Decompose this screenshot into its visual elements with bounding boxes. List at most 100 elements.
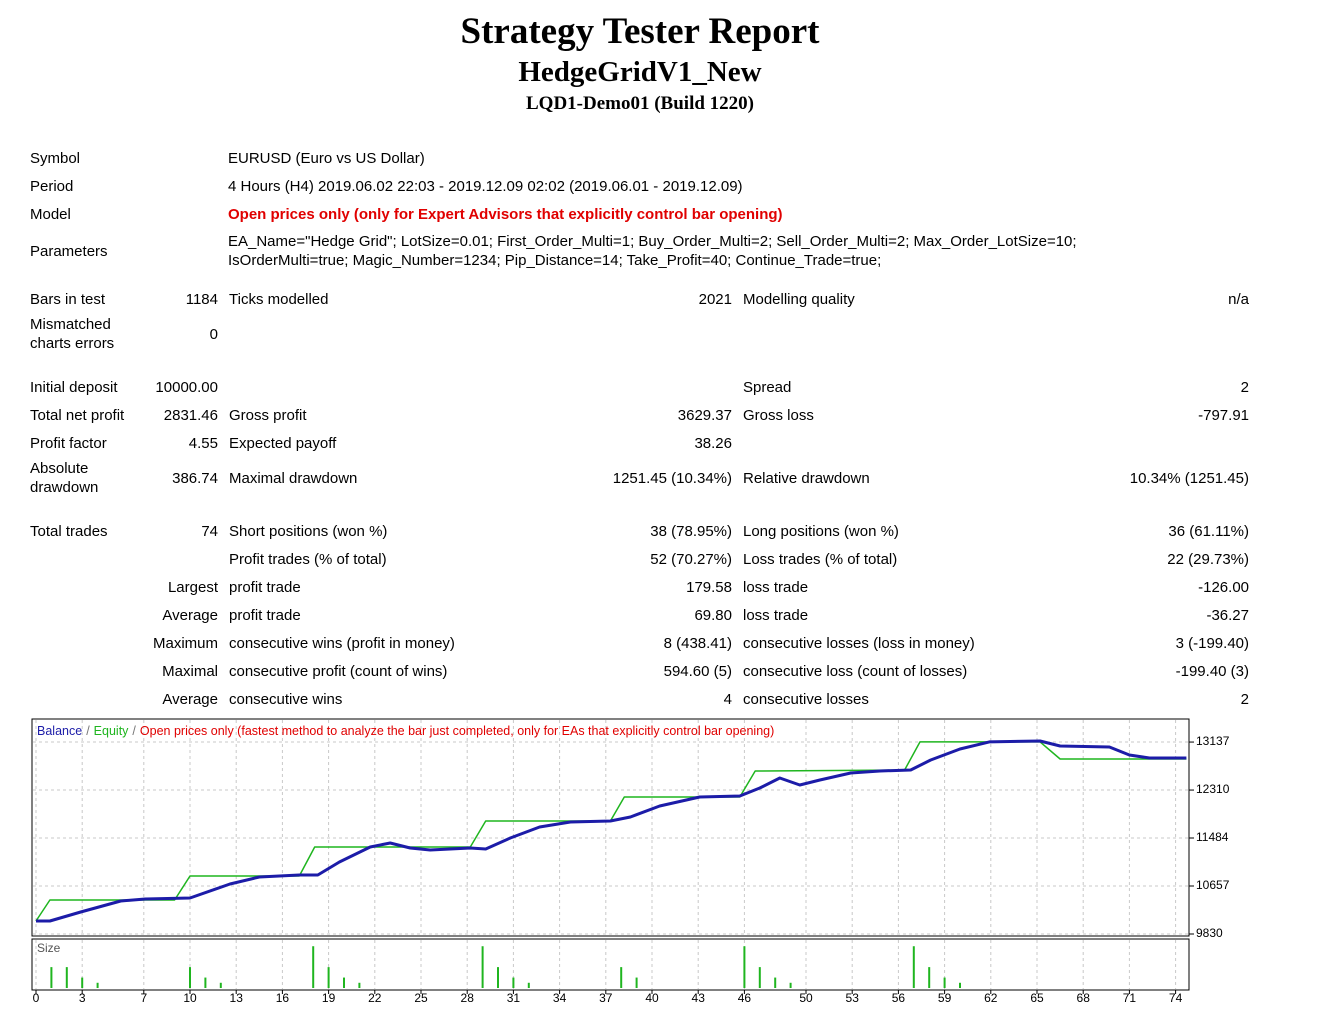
stat-label: Relative drawdown (743, 469, 870, 487)
stat-label: consecutive wins (profit in money) (229, 634, 455, 652)
stat-value: Largest (167, 578, 218, 596)
x-tick-label: 50 (799, 991, 813, 1005)
stat-value: 386.74 (172, 469, 218, 487)
info-value: 4 Hours (H4) 2019.06.02 22:03 - 2019.12.… (228, 177, 1260, 196)
info-row: Period 4 Hours (H4) 2019.06.02 22:03 - 20… (30, 172, 1260, 200)
info-row: Symbol EURUSD (Euro vs US Dollar) (30, 144, 1260, 172)
stat-value: 2 (1240, 378, 1249, 396)
stats-row: Mismatched charts errors 0 (30, 313, 1249, 355)
stat-value: 38 (78.95%) (650, 522, 732, 540)
x-tick-label: 43 (692, 991, 706, 1005)
chart-frame (31, 718, 1190, 937)
x-tick-label: 59 (938, 991, 952, 1005)
stat-label: profit trade (229, 606, 301, 624)
stat-value: Maximum (152, 634, 218, 652)
x-tick-label: 46 (738, 991, 752, 1005)
stats-row: Initial deposit 10000.00 Spread 2 (30, 373, 1249, 401)
stat-value: 69.80 (694, 606, 732, 624)
stat-value: -199.40 (3) (1175, 662, 1249, 680)
info-value-line: 4 Hours (H4) 2019.06.02 22:03 - 2019.12.… (228, 177, 743, 195)
build: LQD1-Demo01 (Build 1220) (526, 93, 754, 114)
stat-value: 3 (-199.40) (1175, 634, 1249, 652)
info-value: EA_Name="Hedge Grid"; LotSize=0.01; Firs… (228, 232, 1260, 270)
stat-value: 38.26 (694, 434, 732, 452)
x-tick-label: 13 (230, 991, 244, 1005)
stat-label: Absolute drawdown (30, 460, 99, 496)
stat-label: Long positions (won %) (743, 522, 899, 540)
x-tick-label: 31 (507, 991, 521, 1005)
stat-label: Short positions (won %) (229, 522, 388, 540)
info-value-line: EA_Name="Hedge Grid"; LotSize=0.01; Firs… (228, 233, 1077, 250)
stat-label: Modelling quality (743, 290, 855, 308)
info-row: Model Open prices only (only for Expert A… (30, 200, 1260, 228)
x-tick-label: 65 (1030, 991, 1044, 1005)
stat-label: Total trades (30, 522, 108, 540)
legend-separator: / (86, 724, 90, 738)
stat-value: 1251.45 (10.34%) (612, 469, 732, 487)
x-tick-label: 62 (984, 991, 998, 1005)
stat-value: 52 (70.27%) (650, 550, 732, 568)
stat-label: Total net profit (30, 406, 125, 424)
stats-row: Average profit trade 69.80 loss trade -36.27 (30, 601, 1249, 629)
stat-label: Expected payoff (229, 434, 337, 452)
stats-row: Largest profit trade 179.58 loss trade -126.… (30, 573, 1249, 601)
y-tick-label: 13137 (1196, 734, 1230, 748)
x-tick-label: 16 (276, 991, 290, 1005)
stat-value: 4.55 (188, 434, 218, 452)
stats-row: Average consecutive wins 4 consecutive loss… (30, 685, 1249, 713)
stat-label: Profit factor (30, 434, 107, 452)
stats-row: Profit factor 4.55 Expected payoff 38.26 (30, 429, 1249, 457)
stat-label: Gross loss (743, 406, 814, 424)
stat-value: -36.27 (1206, 606, 1249, 624)
stat-label: Mismatched charts errors (30, 316, 115, 352)
stat-value: 36 (61.11%) (1168, 522, 1249, 540)
legend-entry: Equity (94, 724, 129, 738)
stat-value: 0 (209, 325, 218, 343)
stats-row: Total net profit 2831.46 Gross profit 3629.… (30, 401, 1249, 429)
x-tick-label: 0 (33, 991, 40, 1005)
info-value-line: Open prices only (only for Expert Adviso… (228, 205, 783, 223)
stat-label: Loss trades (% of total) (743, 550, 898, 568)
stat-value: 10.34% (1251.45) (1129, 469, 1249, 487)
stat-label: consecutive profit (count of wins) (229, 662, 448, 680)
stat-label: loss trade (743, 606, 809, 624)
subtitle: HedgeGridV1_New (518, 56, 762, 88)
stats-row: Profit trades (% of total) 52 (70.27%) Los… (30, 545, 1249, 573)
y-tick-label: 11484 (1196, 830, 1229, 844)
info-label: Parameters (30, 242, 108, 260)
stat-value: Maximal (162, 662, 218, 680)
stat-label: consecutive wins (229, 690, 343, 708)
x-tick-label: 28 (461, 991, 475, 1005)
legend-note: Open prices only (fastest method to anal… (140, 724, 774, 738)
x-tick-label: 7 (140, 991, 147, 1005)
x-tick-label: 40 (645, 991, 659, 1005)
legend-entry: Balance (37, 724, 82, 738)
info-value-line: EURUSD (Euro vs US Dollar) (228, 149, 425, 167)
x-tick-label: 22 (368, 991, 382, 1005)
stat-label: Maximal drawdown (229, 469, 358, 487)
stats-row: Maximal consecutive profit (count of wins… (30, 657, 1249, 685)
stat-label: Gross profit (229, 406, 307, 424)
stat-value: 74 (201, 522, 218, 540)
stat-value: 179.58 (686, 578, 732, 596)
stat-value: Average (162, 690, 218, 708)
info-label: Period (30, 177, 74, 195)
stats-row: Maximum consecutive wins (profit in money… (30, 629, 1249, 657)
info-row: Parameters EA_Name="Hedge Grid"; LotSize=… (30, 228, 1260, 274)
x-tick-label: 74 (1169, 991, 1183, 1005)
stat-label: Initial deposit (30, 378, 118, 396)
stats-row: Absolute drawdown 386.74 Maximal drawdown 1… (30, 457, 1249, 499)
stats-row: Total trades 74 Short positions (won %) 38 … (30, 517, 1249, 545)
x-tick-label: 10 (183, 991, 197, 1005)
x-tick-label: 56 (892, 991, 906, 1005)
stat-value: n/a (1228, 290, 1249, 308)
stat-value: 2021 (698, 290, 732, 308)
stat-value: 4 (723, 690, 732, 708)
x-tick-label: 68 (1077, 991, 1091, 1005)
stat-value: 1184 (185, 290, 218, 308)
x-tick-label: 71 (1123, 991, 1137, 1005)
stat-label: profit trade (229, 578, 301, 596)
stat-label: consecutive loss (count of losses) (743, 662, 968, 680)
